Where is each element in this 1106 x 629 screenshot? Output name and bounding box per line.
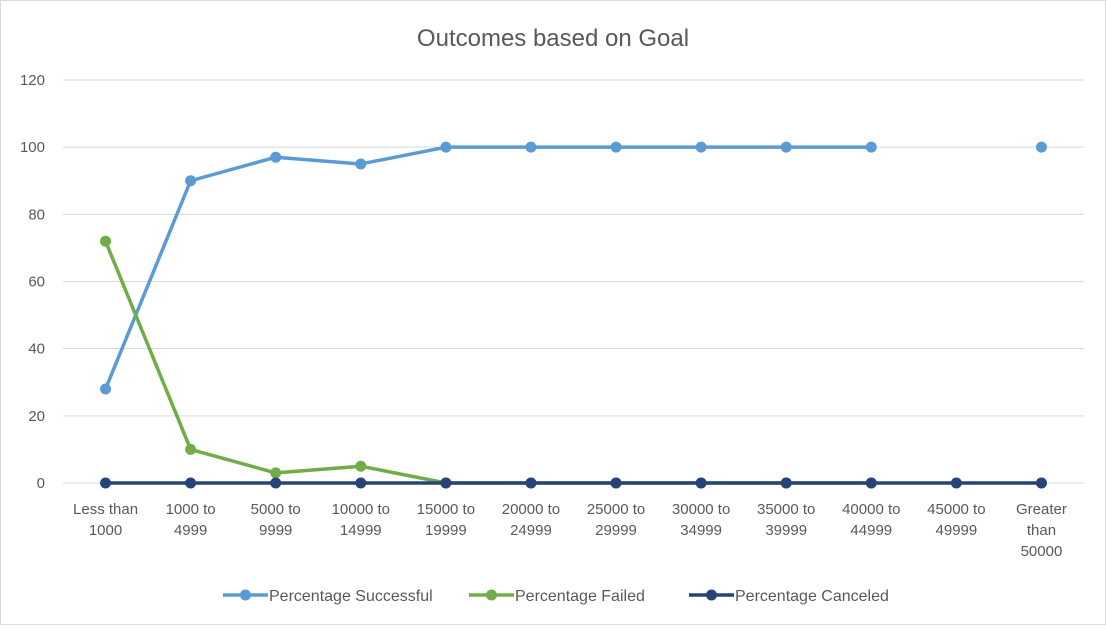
legend-label: Percentage Failed xyxy=(515,588,645,605)
legend-item: Percentage Canceled xyxy=(689,588,889,605)
x-axis-ticks: Less than 1000 1000 to 4999 5000 to 9999 10000… xyxy=(73,501,1067,560)
legend-item: Percentage Successful xyxy=(223,588,433,605)
x-tick-label: Less than 1000 xyxy=(73,501,138,539)
x-tick-label: 30000 to 34999 xyxy=(672,501,730,539)
data-point xyxy=(270,477,282,489)
legend-marker xyxy=(706,589,717,601)
legend-label: Percentage Successful xyxy=(269,588,433,605)
series-group xyxy=(100,141,1047,489)
x-tick-label: 1000 to 4999 xyxy=(166,501,216,539)
legend-label: Percentage Canceled xyxy=(735,588,889,605)
x-tick-label-line: 24999 xyxy=(510,522,552,539)
x-tick-label-line: 4999 xyxy=(174,522,207,539)
data-point xyxy=(950,477,962,489)
data-point xyxy=(185,175,197,187)
x-tick-label-line: 14999 xyxy=(340,522,382,539)
x-tick-label: 35000 to 39999 xyxy=(757,501,815,539)
data-point xyxy=(1035,141,1047,153)
data-point xyxy=(355,460,367,472)
y-tick-label: 40 xyxy=(28,341,45,358)
gridlines xyxy=(63,79,1084,484)
y-tick-label: 120 xyxy=(20,72,45,89)
data-point xyxy=(525,477,537,489)
data-point xyxy=(780,141,792,153)
x-tick-label-line: 20000 to xyxy=(502,501,560,518)
chart-title: Outcomes based on Goal xyxy=(417,25,689,52)
x-tick-label-line: 5000 to xyxy=(251,501,301,518)
series-1 xyxy=(100,235,1047,489)
series-2 xyxy=(100,477,1047,489)
x-tick-label-line: 10000 to xyxy=(332,501,390,518)
data-point xyxy=(695,141,707,153)
data-point xyxy=(100,235,112,247)
x-tick-label: 15000 to 19999 xyxy=(417,501,475,539)
x-tick-label-line: 15000 to xyxy=(417,501,475,518)
x-tick-label: 10000 to 14999 xyxy=(332,501,390,539)
data-point xyxy=(1035,477,1047,489)
x-tick-label-line: 1000 xyxy=(89,522,122,539)
y-tick-label: 80 xyxy=(28,206,45,223)
x-tick-label-line: 44999 xyxy=(850,522,892,539)
x-tick-label: 40000 to 44999 xyxy=(842,501,900,539)
x-tick-label-line: 34999 xyxy=(680,522,722,539)
data-point xyxy=(440,141,452,153)
x-tick-label-line: Less than xyxy=(73,501,138,518)
x-tick-label-line: 45000 to xyxy=(927,501,985,518)
x-tick-label: 5000 to 9999 xyxy=(251,501,301,539)
series-0 xyxy=(100,141,1047,395)
y-axis-ticks: 0 20 40 60 80 100 120 xyxy=(20,72,45,492)
legend: Percentage Successful Percentage Failed Pe… xyxy=(223,588,889,605)
legend-marker xyxy=(486,589,497,601)
x-tick-label-line: 1000 to xyxy=(166,501,216,518)
x-tick-label-line: than xyxy=(1027,522,1056,539)
data-point xyxy=(185,443,197,455)
legend-marker xyxy=(240,589,251,601)
data-point xyxy=(355,477,367,489)
data-point xyxy=(525,141,537,153)
data-point xyxy=(865,477,877,489)
x-tick-label-line: 30000 to xyxy=(672,501,730,518)
x-tick-label-line: 29999 xyxy=(595,522,637,539)
data-point xyxy=(695,477,707,489)
data-point xyxy=(610,477,622,489)
data-point xyxy=(865,141,877,153)
y-tick-label: 60 xyxy=(28,274,45,291)
x-tick-label-line: 9999 xyxy=(259,522,292,539)
x-tick-label: 25000 to 29999 xyxy=(587,501,645,539)
data-point xyxy=(780,477,792,489)
data-point xyxy=(440,477,452,489)
legend-item: Percentage Failed xyxy=(469,588,645,605)
x-tick-label-line: 50000 xyxy=(1021,543,1063,560)
data-point xyxy=(185,477,197,489)
y-tick-label: 100 xyxy=(20,139,45,156)
data-point xyxy=(100,383,112,395)
x-tick-label: 45000 to 49999 xyxy=(927,501,985,539)
data-point xyxy=(270,151,282,163)
y-tick-label: 0 xyxy=(37,475,45,492)
x-tick-label-line: 49999 xyxy=(936,522,978,539)
x-tick-label-line: 19999 xyxy=(425,522,467,539)
y-tick-label: 20 xyxy=(28,408,45,425)
series-line xyxy=(106,241,1042,483)
x-tick-label-line: 35000 to xyxy=(757,501,815,518)
data-point xyxy=(610,141,622,153)
series-line xyxy=(106,147,1042,389)
data-point xyxy=(270,467,282,479)
data-point xyxy=(355,158,367,170)
x-tick-label: Greater than 50000 xyxy=(1016,501,1067,560)
x-tick-label-line: Greater xyxy=(1016,501,1067,518)
data-point xyxy=(100,477,112,489)
x-tick-label: 20000 to 24999 xyxy=(502,501,560,539)
x-tick-label-line: 40000 to xyxy=(842,501,900,518)
x-tick-label-line: 25000 to xyxy=(587,501,645,518)
x-tick-label-line: 39999 xyxy=(765,522,807,539)
